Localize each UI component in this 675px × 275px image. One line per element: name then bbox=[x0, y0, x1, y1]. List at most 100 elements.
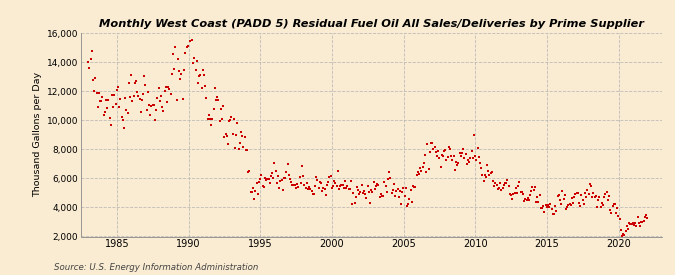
Point bbox=[460, 152, 471, 157]
Point bbox=[246, 190, 257, 195]
Point bbox=[400, 194, 410, 198]
Point bbox=[308, 192, 319, 197]
Point bbox=[610, 202, 620, 207]
Point bbox=[408, 183, 418, 188]
Point bbox=[405, 188, 416, 192]
Point bbox=[398, 186, 409, 190]
Point bbox=[524, 193, 535, 197]
Point bbox=[146, 104, 157, 108]
Point bbox=[587, 194, 597, 199]
Point bbox=[465, 156, 476, 160]
Point bbox=[425, 150, 435, 154]
Point bbox=[485, 171, 496, 176]
Point bbox=[462, 158, 473, 162]
Point bbox=[239, 134, 250, 139]
Point bbox=[310, 184, 321, 189]
Point bbox=[230, 146, 240, 150]
Point bbox=[597, 201, 608, 205]
Point bbox=[594, 195, 605, 199]
Point bbox=[175, 76, 186, 81]
Point bbox=[558, 197, 569, 201]
Point bbox=[94, 91, 105, 95]
Point bbox=[531, 200, 541, 204]
Point bbox=[277, 188, 288, 192]
Point bbox=[242, 148, 252, 153]
Point bbox=[580, 191, 591, 195]
Point bbox=[532, 195, 543, 199]
Point bbox=[284, 172, 294, 177]
Point bbox=[489, 184, 500, 188]
Point bbox=[265, 181, 275, 186]
Point bbox=[400, 185, 411, 190]
Point bbox=[313, 185, 324, 190]
Point bbox=[447, 158, 458, 163]
Point bbox=[377, 193, 387, 198]
Point bbox=[477, 172, 488, 177]
Point bbox=[318, 185, 329, 190]
Point bbox=[364, 201, 375, 205]
Point bbox=[574, 200, 585, 205]
Point bbox=[448, 153, 459, 158]
Point bbox=[343, 187, 354, 192]
Point bbox=[577, 198, 588, 202]
Point bbox=[518, 191, 529, 196]
Point bbox=[433, 148, 443, 153]
Point bbox=[217, 117, 227, 121]
Point bbox=[227, 132, 238, 136]
Point bbox=[307, 191, 318, 196]
Point bbox=[540, 203, 551, 208]
Point bbox=[423, 167, 434, 172]
Point bbox=[404, 197, 415, 202]
Point bbox=[602, 198, 613, 202]
Point bbox=[617, 233, 628, 238]
Point bbox=[375, 192, 386, 196]
Point bbox=[221, 134, 232, 139]
Point bbox=[315, 179, 325, 184]
Point bbox=[434, 156, 445, 160]
Point bbox=[150, 118, 161, 122]
Point bbox=[478, 179, 489, 183]
Point bbox=[601, 190, 612, 194]
Point bbox=[453, 161, 464, 165]
Point bbox=[252, 192, 263, 196]
Point bbox=[293, 185, 304, 189]
Point bbox=[396, 202, 406, 207]
Point bbox=[429, 145, 440, 150]
Point bbox=[491, 183, 502, 187]
Point bbox=[450, 168, 460, 172]
Point bbox=[108, 104, 119, 109]
Point bbox=[397, 190, 408, 194]
Point bbox=[514, 180, 524, 185]
Point bbox=[431, 154, 442, 159]
Point bbox=[287, 183, 298, 188]
Point bbox=[369, 180, 379, 185]
Point bbox=[260, 176, 271, 180]
Point bbox=[373, 182, 384, 187]
Point bbox=[236, 130, 246, 134]
Point bbox=[464, 160, 475, 165]
Point bbox=[169, 67, 180, 71]
Point bbox=[568, 200, 578, 205]
Point bbox=[250, 189, 261, 193]
Point bbox=[201, 96, 212, 100]
Point bbox=[97, 95, 108, 99]
Point bbox=[153, 86, 164, 90]
Point bbox=[550, 204, 561, 208]
Point bbox=[497, 186, 508, 191]
Point bbox=[575, 204, 586, 208]
Point bbox=[403, 202, 414, 206]
Point bbox=[327, 186, 338, 190]
Point bbox=[148, 102, 159, 107]
Point bbox=[274, 186, 285, 190]
Point bbox=[443, 145, 454, 149]
Point bbox=[262, 177, 273, 182]
Point bbox=[611, 210, 622, 215]
Point bbox=[271, 181, 282, 185]
Point bbox=[581, 195, 592, 199]
Point bbox=[529, 188, 539, 192]
Point bbox=[451, 160, 462, 164]
Point bbox=[223, 142, 234, 146]
Point bbox=[311, 175, 322, 180]
Point bbox=[105, 123, 116, 128]
Point bbox=[529, 184, 540, 189]
